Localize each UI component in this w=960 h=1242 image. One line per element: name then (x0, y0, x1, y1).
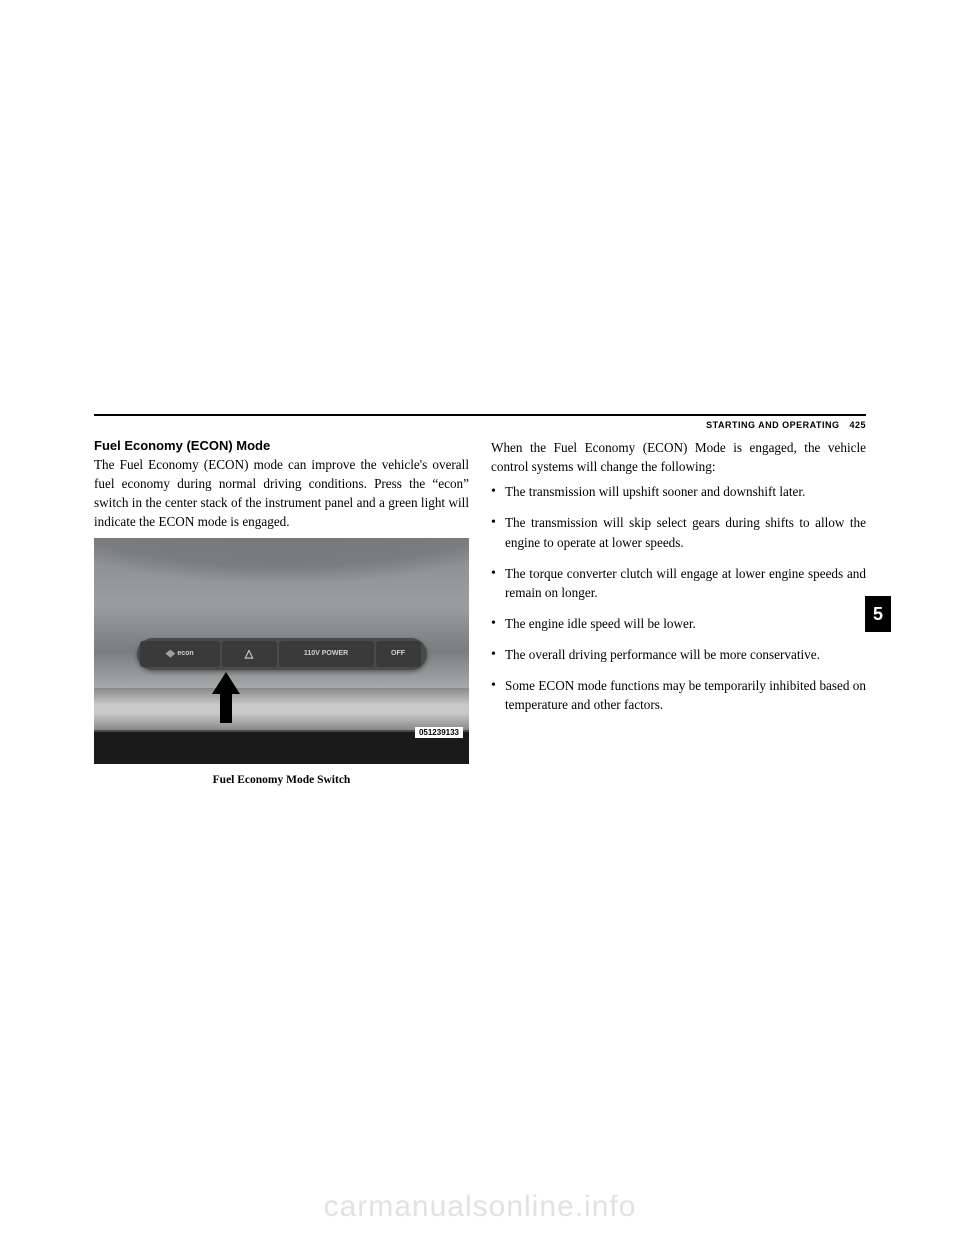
hazard-icon: △ (245, 647, 253, 660)
page-number: 425 (849, 420, 866, 430)
power-button-label: 110V POWER (304, 650, 348, 657)
power-button: 110V POWER (279, 641, 374, 667)
chapter-tab: 5 (865, 596, 891, 632)
bullet-item: The engine idle speed will be lower. (491, 614, 866, 633)
figure-caption: Fuel Economy Mode Switch (94, 774, 469, 786)
dashboard-curve (94, 538, 469, 628)
econ-switch-image: econ △ 110V POWER OFF (94, 538, 469, 764)
bullet-item: Some ECON mode functions may be temporar… (491, 676, 866, 714)
leaf-icon (165, 650, 175, 658)
econ-button: econ (140, 641, 220, 667)
econ-mode-paragraph: The Fuel Economy (ECON) mode can improve… (94, 455, 469, 532)
section-name: STARTING AND OPERATING (706, 420, 839, 430)
arrow-head-icon (212, 672, 240, 694)
hazard-button: △ (222, 641, 277, 667)
econ-bullet-list: The transmission will upshift sooner and… (491, 482, 866, 714)
bottom-dark-area (94, 732, 469, 764)
bullet-item: The overall driving performance will be … (491, 645, 866, 664)
light-strip (94, 688, 469, 730)
arrow-stem (220, 693, 232, 723)
running-header: STARTING AND OPERATING 425 (94, 420, 866, 430)
off-button: OFF (376, 641, 421, 667)
bullet-item: The torque converter clutch will engage … (491, 564, 866, 602)
header-rule (94, 414, 866, 416)
page-content: STARTING AND OPERATING 425 Fuel Economy … (94, 414, 866, 786)
bullet-item: The transmission will skip select gears … (491, 513, 866, 551)
econ-intro-paragraph: When the Fuel Economy (ECON) Mode is eng… (491, 438, 866, 476)
bullet-item: The transmission will upshift sooner and… (491, 482, 866, 501)
econ-switch-figure: econ △ 110V POWER OFF (94, 538, 469, 786)
two-column-layout: Fuel Economy (ECON) Mode The Fuel Econom… (94, 438, 866, 786)
econ-mode-heading: Fuel Economy (ECON) Mode (94, 438, 469, 453)
image-id-badge: 051239133 (415, 727, 463, 738)
right-column: When the Fuel Economy (ECON) Mode is eng… (491, 438, 866, 786)
left-column: Fuel Economy (ECON) Mode The Fuel Econom… (94, 438, 469, 786)
econ-button-label: econ (177, 650, 193, 657)
button-bar: econ △ 110V POWER OFF (137, 638, 427, 670)
watermark: carmanualsonline.info (324, 1190, 637, 1224)
off-button-label: OFF (391, 650, 405, 657)
